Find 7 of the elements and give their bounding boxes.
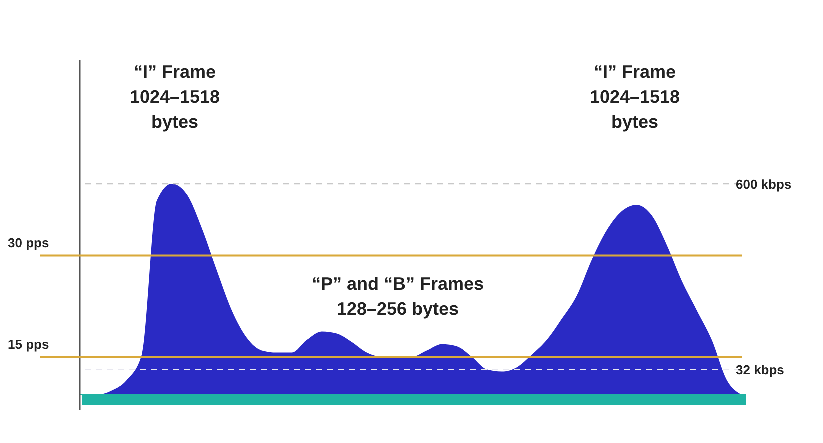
text: “I” Frame 1024–1518 bytes [590, 62, 680, 132]
ref-line-label: 32 kbps [736, 362, 784, 378]
ref-line-label: 600 kbps [736, 177, 792, 192]
text: “I” Frame 1024–1518 bytes [130, 62, 220, 132]
ref-line-label: 15 pps [8, 337, 50, 352]
ref-line-label: 30 pps [8, 236, 50, 251]
annotation: “P” and “B” Frames 128–256 bytes [312, 274, 484, 319]
